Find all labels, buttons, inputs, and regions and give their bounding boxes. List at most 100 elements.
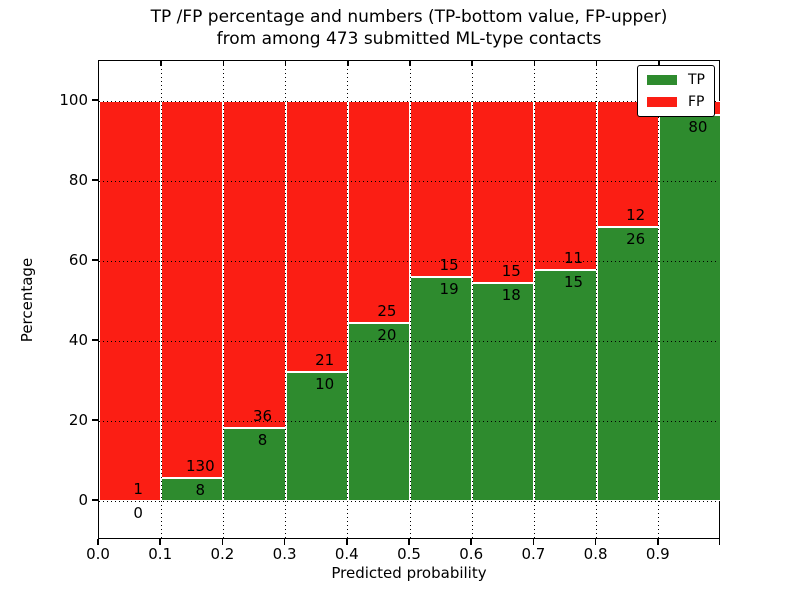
tp-count-label: 80 (688, 118, 708, 137)
legend: TP FP (637, 65, 715, 117)
x-tick-label: 0.9 (645, 545, 670, 563)
x-tick-label: 0.6 (459, 545, 484, 563)
legend-label-fp: FP (688, 94, 705, 110)
tp-bar-segment (472, 283, 535, 501)
tp-swatch-icon (647, 75, 677, 85)
horizontal-gridline (99, 181, 719, 182)
tp-count-label: 8 (257, 431, 268, 450)
x-tick-mark-top (658, 61, 660, 66)
x-tick-mark-top (409, 61, 411, 66)
vertical-gridline (658, 61, 660, 538)
fp-count-label: 11 (563, 249, 584, 268)
fp-count-label: 1 (133, 480, 143, 498)
horizontal-gridline (99, 421, 719, 422)
fp-bar-segment (347, 101, 410, 324)
x-tick-mark (97, 539, 99, 545)
x-tick-mark-top (533, 61, 536, 66)
fp-bar-segment (410, 101, 473, 278)
fp-bar-segment (99, 101, 162, 501)
x-tick-label: 0.8 (583, 545, 608, 563)
vertical-gridline (409, 61, 411, 538)
tp-count-label: 0 (133, 504, 143, 522)
x-tick-mark (408, 539, 410, 545)
plot-area: TP FP 1 0 130 8 36 8 21 10 25 20 15 19 15 18 11 15 12 26 80 (98, 60, 721, 539)
x-tick-label: 0.3 (272, 545, 297, 563)
fp-count-label: 15 (501, 262, 521, 280)
y-tick-label: 80 (68, 171, 88, 189)
y-tick-mark (92, 419, 98, 421)
fp-bar-segment (534, 101, 597, 271)
x-tick-label: 0.4 (334, 545, 359, 563)
tp-count-label: 26 (626, 230, 646, 249)
x-tick-mark-top (471, 61, 473, 66)
y-tick-label: 60 (68, 251, 88, 269)
x-tick-mark (657, 539, 659, 545)
tp-bar-segment (658, 115, 721, 501)
tp-bar-segment (534, 270, 597, 501)
legend-row: TP (647, 73, 705, 87)
x-tick-mark (470, 539, 472, 545)
horizontal-gridline (99, 501, 719, 502)
x-tick-mark-top (160, 61, 162, 66)
y-tick-mark (92, 499, 98, 501)
chart-title-line1: TP /FP percentage and numbers (TP-bottom… (150, 7, 668, 27)
y-tick-label: 100 (59, 91, 88, 109)
legend-row: FP (647, 95, 705, 109)
chart-title-line2: from among 473 submitted ML-type contact… (216, 29, 602, 49)
y-tick-label: 20 (68, 411, 88, 429)
fp-bar-segment (596, 101, 659, 228)
x-tick-label: 0.0 (86, 545, 110, 563)
fp-bar-segment (285, 101, 348, 372)
x-axis-label: Predicted probability (331, 564, 487, 582)
y-tick-label: 0 (78, 491, 88, 509)
fp-count-label: 130 (185, 456, 215, 475)
fp-bar-segment (223, 101, 286, 429)
fp-bar-segment (472, 101, 535, 283)
x-tick-mark (718, 539, 720, 545)
tp-count-label: 15 (563, 273, 584, 292)
fp-swatch-icon (647, 97, 677, 107)
vertical-gridline (471, 61, 473, 538)
x-tick-mark-top (595, 61, 598, 66)
y-tick-mark (92, 179, 98, 181)
vertical-gridline (347, 61, 349, 538)
x-tick-mark-top (222, 61, 225, 66)
tp-bar-segment (223, 428, 286, 501)
tp-count-label: 20 (377, 326, 397, 345)
legend-label-tp: TP (688, 72, 705, 88)
x-tick-mark (159, 539, 161, 545)
tp-count-label: 10 (315, 374, 335, 393)
fp-count-label: 21 (315, 350, 335, 369)
horizontal-gridline (99, 261, 719, 262)
x-tick-mark (594, 539, 597, 545)
x-tick-mark-top (284, 61, 287, 66)
x-tick-mark (283, 539, 286, 545)
vertical-gridline (285, 61, 287, 538)
vertical-gridline (222, 61, 224, 538)
fp-count-label: 36 (252, 407, 273, 426)
tp-count-label: 18 (501, 286, 521, 304)
x-tick-label: 0.1 (148, 545, 173, 563)
y-tick-mark (92, 259, 98, 261)
x-tick-mark-top (347, 61, 349, 66)
y-axis-label: Percentage (18, 257, 36, 343)
vertical-gridline (596, 61, 598, 538)
horizontal-gridline (99, 101, 719, 102)
fp-bar-segment (161, 101, 224, 478)
tp-bar-segment (161, 477, 224, 501)
fp-count-label: 25 (377, 302, 397, 321)
vertical-gridline (533, 61, 535, 538)
tp-bar-segment (285, 371, 348, 501)
tp-bar-segment (596, 227, 659, 501)
tp-bar-segment (410, 277, 473, 501)
x-tick-mark (221, 539, 224, 545)
vertical-gridline (160, 61, 162, 538)
x-tick-label: 0.5 (397, 545, 421, 563)
tp-count-label: 8 (195, 480, 206, 499)
x-tick-label: 0.2 (210, 545, 235, 563)
horizontal-gridline (99, 341, 719, 342)
y-tick-mark (92, 339, 98, 341)
x-tick-label: 0.7 (521, 545, 546, 563)
y-tick-label: 40 (68, 331, 88, 349)
